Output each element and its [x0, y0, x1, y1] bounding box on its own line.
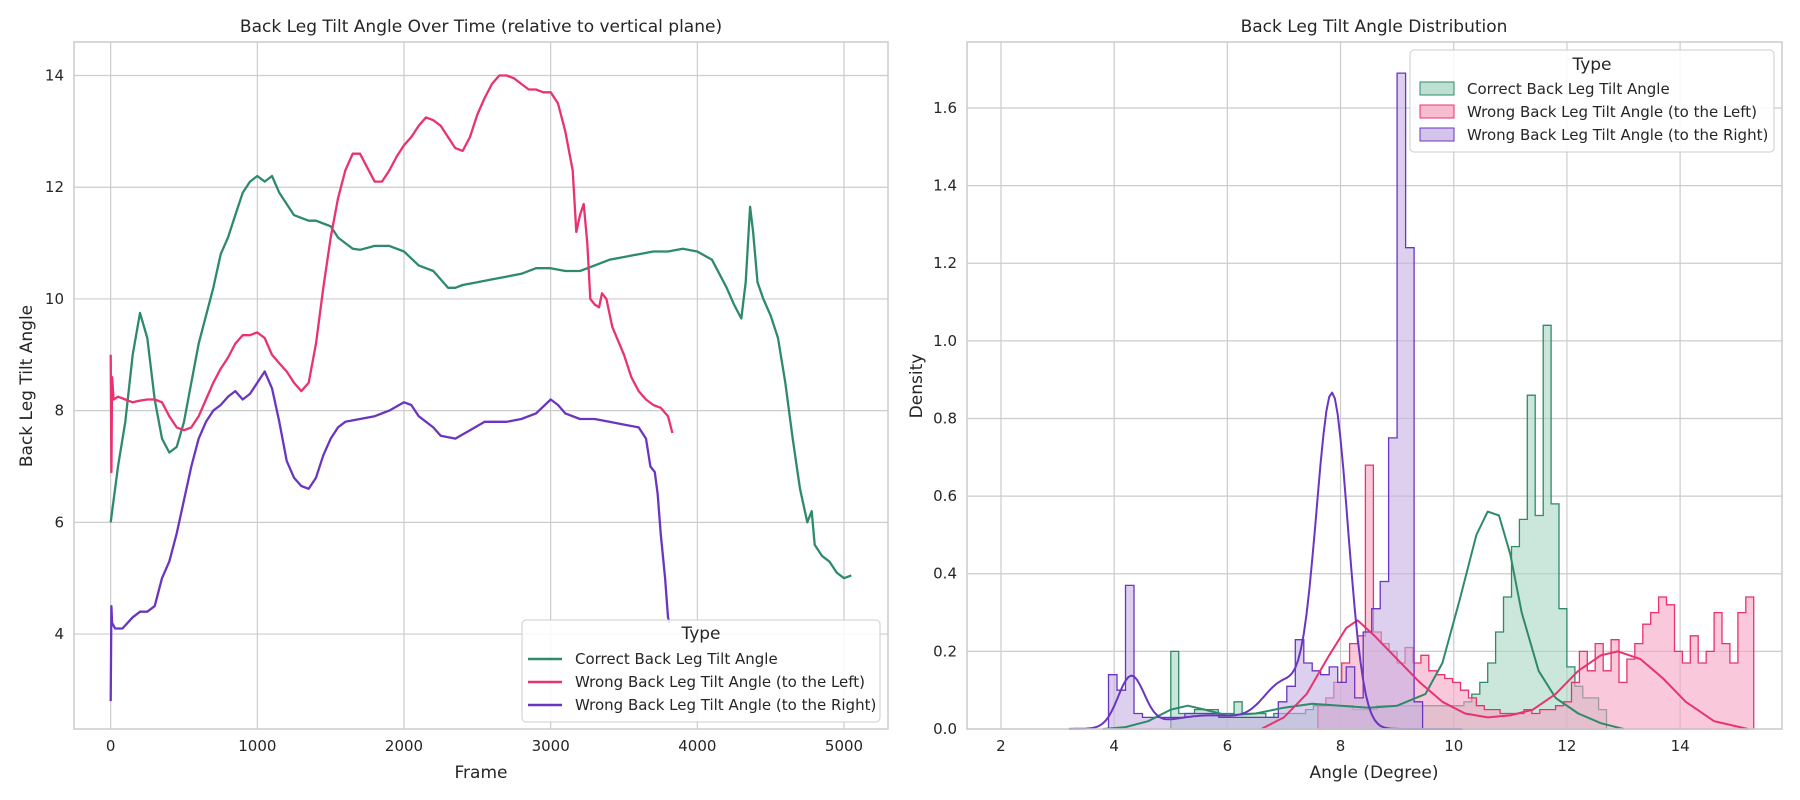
- line-chart-panel: 0 1000 2000 3000 4000 5000 4 6 8 10 12 14 Back Leg …: [17, 17, 889, 783]
- line-chart-legend: Type Correct Back Leg Tilt Angle Wrong B…: [521, 619, 881, 723]
- line-chart-xtick-label: 1000: [238, 737, 276, 755]
- histogram-ytick-label: 1.2: [933, 254, 957, 272]
- line-chart-grid: [74, 42, 888, 729]
- kde-curve-wrong-back-leg-tilt-angle-to-the-left: [1260, 619, 1749, 730]
- line-chart-frame: [74, 42, 888, 729]
- line-chart-xtick-label: 5000: [825, 737, 863, 755]
- histogram-legend-label-right: Wrong Back Leg Tilt Angle (to the Right): [1467, 126, 1768, 144]
- histogram-xtick-label: 2: [996, 737, 1006, 755]
- histogram-legend-label-left: Wrong Back Leg Tilt Angle (to the Left): [1467, 103, 1757, 121]
- line-chart-legend-label-left: Wrong Back Leg Tilt Angle (to the Left): [575, 673, 865, 691]
- histogram-xtick-label: 14: [1671, 737, 1690, 755]
- line-chart-ylabel: Back Leg Tilt Angle: [17, 305, 37, 467]
- histogram-legend: Type Correct Back Leg Tilt Angle Wrong B…: [1409, 49, 1775, 153]
- line-chart-ytick-label: 14: [45, 67, 64, 85]
- histogram-ylabel: Density: [907, 354, 927, 419]
- histogram-xtick-label: 12: [1557, 737, 1576, 755]
- line-chart-legend-label-correct: Correct Back Leg Tilt Angle: [575, 650, 778, 668]
- histogram-ytick-label: 0.6: [933, 487, 957, 505]
- histogram-legend-swatch-left: [1419, 104, 1455, 119]
- histogram-legend-title: Type: [1571, 55, 1611, 75]
- histogram-ticks: 2 4 6 8 10 12 14 0.0 0.2 0.4 0.6 0.8 1.0 1.2 1.4 1.6: [933, 99, 1690, 755]
- line-chart-ytick-label: 6: [54, 513, 64, 531]
- line-chart-ytick-label: 4: [54, 625, 64, 643]
- series-line-wrong-back-leg-tilt-angle-to-the-left: [109, 74, 674, 474]
- line-chart-legend-title: Type: [680, 624, 720, 644]
- histogram-ytick-label: 1.6: [933, 99, 957, 117]
- histogram-border: [966, 41, 1783, 730]
- line-chart-ytick-label: 8: [54, 402, 64, 420]
- kde-curve-correct-back-leg-tilt-angle: [1102, 510, 1624, 730]
- line-chart-series: [109, 74, 852, 702]
- histogram-ytick-label: 0.8: [933, 409, 957, 427]
- histogram-xtick-label: 6: [1223, 737, 1233, 755]
- histogram-xtick-label: 4: [1109, 737, 1119, 755]
- histogram-xtick-label: 10: [1444, 737, 1463, 755]
- line-chart-xtick-label: 4000: [678, 737, 716, 755]
- line-chart-xtick-label: 2000: [385, 737, 423, 755]
- histogram-legend-box: [1409, 49, 1775, 153]
- line-chart-ytick-label: 10: [45, 290, 64, 308]
- histogram-ytick-label: 0.2: [933, 642, 957, 660]
- histogram-ytick-label: 1.0: [933, 332, 957, 350]
- histogram-ytick-label: 0.4: [933, 565, 957, 583]
- histogram-legend-swatch-correct: [1419, 81, 1455, 96]
- histogram-series: [1068, 72, 1755, 730]
- line-chart-border: [73, 41, 889, 730]
- line-chart-title: Back Leg Tilt Angle Over Time (relative …: [240, 17, 722, 37]
- histogram-xtick-label: 8: [1336, 737, 1346, 755]
- histogram-xlabel: Angle (Degree): [1310, 763, 1439, 783]
- line-chart-ticks: 0 1000 2000 3000 4000 5000 4 6 8 10 12 14: [45, 67, 863, 755]
- histogram-ytick-label: 0.0: [933, 720, 957, 738]
- line-chart-ytick-label: 12: [45, 178, 64, 196]
- series-line-wrong-back-leg-tilt-angle-to-the-right: [109, 370, 671, 702]
- histogram-ytick-label: 1.4: [933, 177, 957, 195]
- series-line-correct-back-leg-tilt-angle: [109, 174, 852, 580]
- histogram-legend-label-correct: Correct Back Leg Tilt Angle: [1467, 80, 1670, 98]
- line-chart-legend-label-right: Wrong Back Leg Tilt Angle (to the Right): [575, 696, 876, 714]
- histogram-panel: 2 4 6 8 10 12 14 0.0 0.2 0.4 0.6 0.8 1.0 1.2 1.4 1.6 Ba…: [907, 17, 1783, 783]
- line-chart-legend-box: [521, 619, 881, 723]
- line-chart-xlabel: Frame: [455, 763, 508, 783]
- histogram-title: Back Leg Tilt Angle Distribution: [1241, 17, 1508, 37]
- line-chart-xtick-label: 0: [106, 737, 116, 755]
- histogram-legend-swatch-right: [1419, 127, 1455, 142]
- line-chart-xtick-label: 3000: [532, 737, 570, 755]
